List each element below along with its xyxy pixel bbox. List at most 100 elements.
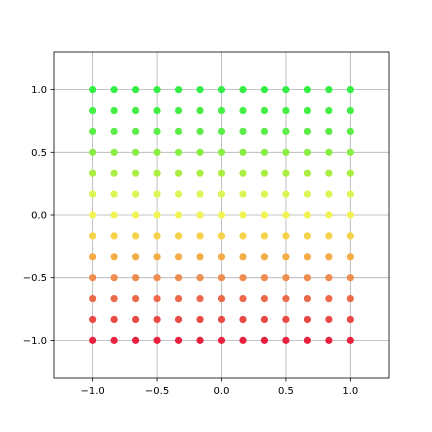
data-point-r12-c10	[303, 336, 312, 344]
data-point-r9-c12	[346, 274, 354, 282]
data-point-r0-c3	[153, 86, 161, 94]
data-point-r12-c9	[282, 336, 290, 344]
data-point-r4-c6	[217, 169, 226, 177]
data-point-r1-c10	[303, 106, 312, 115]
data-point-r3-c11	[325, 148, 333, 156]
data-point-r9-c3	[153, 274, 161, 282]
data-point-r5-c4	[174, 190, 183, 198]
data-point-r2-c6	[217, 127, 226, 136]
data-point-r4-c2	[131, 169, 140, 177]
data-point-r2-c10	[303, 127, 312, 136]
data-point-r6-c0	[89, 211, 97, 219]
data-point-r9-c5	[196, 274, 204, 282]
data-point-r4-c10	[303, 169, 312, 177]
data-point-r6-c3	[153, 211, 161, 219]
data-point-r7-c3	[153, 232, 161, 240]
data-point-r0-c2	[131, 86, 140, 94]
data-point-r4-c11	[325, 169, 333, 177]
data-point-r4-c0	[89, 169, 97, 177]
data-point-r11-c6	[217, 315, 226, 324]
data-point-r4-c12	[346, 169, 354, 177]
data-point-r2-c9	[282, 127, 290, 136]
data-point-r3-c8	[260, 148, 269, 156]
data-point-r10-c2	[131, 294, 140, 303]
data-point-r11-c0	[89, 315, 97, 324]
data-point-r9-c7	[239, 274, 247, 282]
data-point-r7-c8	[260, 232, 269, 240]
data-point-r7-c12	[346, 232, 354, 240]
data-point-r7-c11	[325, 232, 333, 240]
data-point-r5-c6	[217, 190, 226, 198]
data-point-r9-c11	[325, 274, 333, 282]
data-point-r12-c5	[196, 336, 204, 344]
data-point-r4-c9	[282, 169, 290, 177]
data-point-r0-c8	[260, 86, 269, 94]
data-point-r6-c9	[282, 211, 290, 219]
data-point-r4-c4	[174, 169, 183, 177]
data-point-r8-c4	[174, 253, 183, 261]
data-point-r12-c8	[260, 336, 269, 344]
data-point-r12-c2	[131, 336, 140, 344]
data-point-r9-c2	[131, 274, 140, 282]
y-axis-ticks: −1.0 −0.5 0.0 0.5 1.0	[23, 85, 54, 347]
x-tick-label-3: 0.5	[278, 386, 294, 397]
data-point-r1-c4	[174, 106, 183, 115]
data-point-r6-c5	[196, 211, 204, 219]
data-point-r8-c7	[239, 253, 247, 261]
data-point-r2-c12	[346, 127, 354, 136]
data-point-r6-c12	[346, 211, 354, 219]
data-point-r3-c6	[217, 148, 226, 156]
data-point-r11-c4	[174, 315, 183, 324]
data-point-r5-c2	[131, 190, 140, 198]
data-point-r8-c3	[153, 253, 161, 261]
data-point-r2-c8	[260, 127, 269, 136]
data-point-r4-c7	[239, 169, 247, 177]
data-point-r0-c9	[282, 86, 290, 94]
data-point-r6-c2	[131, 211, 140, 219]
data-point-r9-c6	[217, 274, 226, 282]
data-point-r4-c5	[196, 169, 204, 177]
data-point-r1-c11	[325, 106, 333, 115]
data-point-r7-c10	[303, 232, 312, 240]
data-point-r6-c10	[303, 211, 312, 219]
data-point-r10-c0	[89, 294, 97, 303]
data-point-r6-c1	[110, 211, 118, 219]
data-point-r10-c7	[239, 294, 247, 303]
data-point-r8-c10	[303, 253, 312, 261]
y-tick-label-0: −1.0	[23, 336, 47, 347]
data-point-r4-c8	[260, 169, 269, 177]
data-point-r4-c1	[110, 169, 118, 177]
data-point-r5-c7	[239, 190, 247, 198]
data-point-r12-c12	[346, 336, 354, 344]
data-point-r5-c10	[303, 190, 312, 198]
data-point-r10-c11	[325, 294, 333, 303]
data-point-r1-c8	[260, 106, 269, 115]
data-point-r8-c8	[260, 253, 269, 261]
data-point-r7-c6	[217, 232, 226, 240]
data-point-r0-c0	[89, 86, 97, 94]
data-point-r6-c11	[325, 211, 333, 219]
data-point-r0-c6	[217, 86, 226, 94]
data-point-r6-c6	[217, 211, 226, 219]
data-point-r1-c6	[217, 106, 226, 115]
data-point-r3-c2	[131, 148, 140, 156]
data-point-r11-c10	[303, 315, 312, 324]
data-point-r2-c2	[131, 127, 140, 136]
data-point-r0-c11	[325, 86, 333, 94]
data-point-r1-c0	[89, 106, 97, 115]
data-point-r8-c12	[346, 253, 354, 261]
y-tick-label-2: 0.0	[31, 211, 47, 222]
x-axis-ticks: −1.0 −0.5 0.0 0.5 1.0	[81, 378, 358, 397]
data-point-r11-c11	[325, 315, 333, 324]
data-point-r6-c8	[260, 211, 269, 219]
data-point-r7-c2	[131, 232, 140, 240]
data-point-r1-c1	[110, 106, 118, 115]
data-point-r7-c0	[89, 232, 97, 240]
data-point-r1-c5	[196, 106, 204, 115]
data-point-r8-c9	[282, 253, 290, 261]
data-point-r5-c0	[89, 190, 97, 198]
data-point-r10-c8	[260, 294, 269, 303]
data-points	[89, 86, 354, 344]
data-point-r5-c3	[153, 190, 161, 198]
